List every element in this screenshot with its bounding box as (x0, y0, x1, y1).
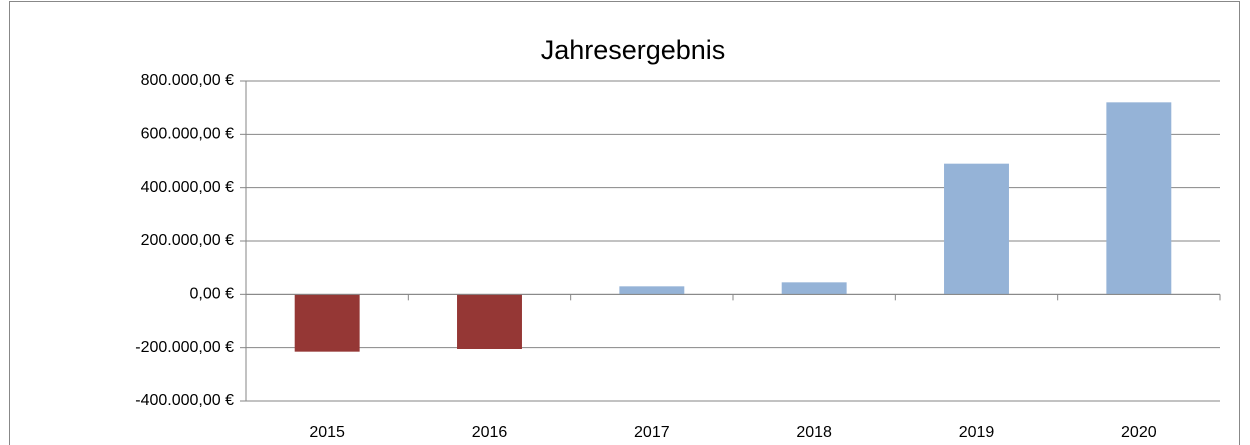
x-tick-label: 2019 (959, 424, 995, 441)
y-tick-label: 800.000,00 € (141, 72, 235, 89)
x-tick-label: 2020 (1121, 424, 1157, 441)
y-tick-label: 600.000,00 € (141, 126, 235, 143)
y-tick-label: 200.000,00 € (141, 232, 235, 249)
y-tick-label: 0,00 € (190, 286, 235, 303)
chart-frame (9, 1, 1240, 445)
y-tick-label: 400.000,00 € (141, 179, 235, 196)
x-tick-label: 2015 (309, 424, 345, 441)
bar (457, 294, 522, 349)
x-tick-label: 2016 (472, 424, 508, 441)
bar (1106, 102, 1172, 295)
bar (781, 282, 847, 295)
x-tick-label: 2018 (796, 424, 832, 441)
chart-title: Jahresergebnis (541, 35, 726, 65)
bar (619, 286, 685, 295)
bar (294, 294, 360, 352)
bar (944, 163, 1009, 295)
y-tick-label: -200.000,00 € (135, 339, 234, 356)
y-tick-label: -400.000,00 € (135, 392, 234, 409)
x-tick-label: 2017 (634, 424, 670, 441)
